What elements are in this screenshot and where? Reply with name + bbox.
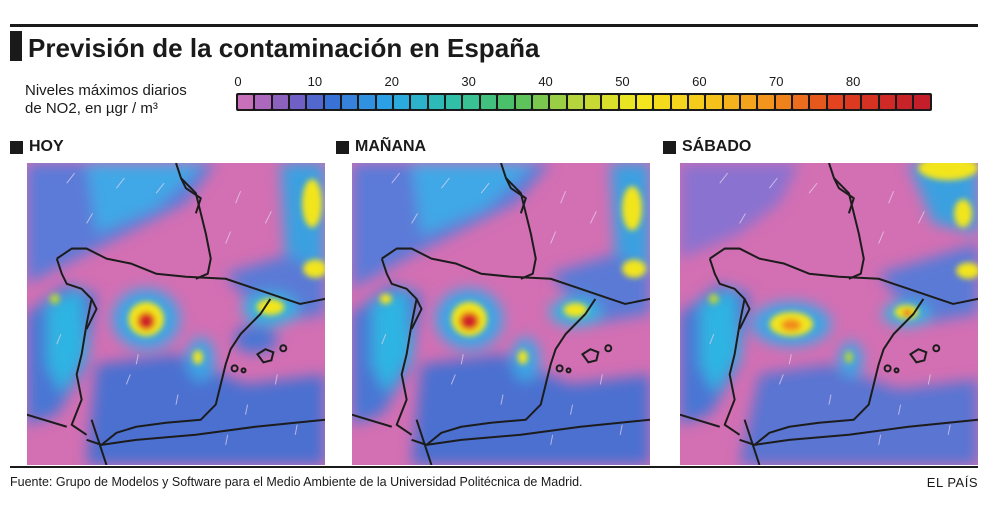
balearic-islands xyxy=(555,344,613,374)
map-sabado-svg xyxy=(680,163,978,465)
legend-caption-line2: de NO2, en µgr / m³ xyxy=(25,100,158,117)
bottom-rule xyxy=(10,466,978,468)
map-hoy-svg xyxy=(27,163,325,465)
legend-color-cell xyxy=(862,95,878,109)
legend-tick-label: 20 xyxy=(384,74,399,89)
legend-color-cell xyxy=(550,95,566,109)
balearic-islands xyxy=(230,344,288,374)
legend-color-cell xyxy=(758,95,774,109)
legend-color-cell xyxy=(706,95,722,109)
legend-color-cell xyxy=(740,95,757,109)
legend-color-cell xyxy=(376,95,393,109)
legend-color-cell xyxy=(567,95,583,109)
source-credit: Fuente: Grupo de Modelos y Software para… xyxy=(10,475,583,489)
legend-color-cell xyxy=(515,95,531,109)
legend-color-cell xyxy=(619,95,635,109)
legend-color-cell xyxy=(654,95,670,109)
country-borders xyxy=(352,163,650,465)
panel-label-manana: MAÑANA xyxy=(355,138,427,155)
map-manana-svg xyxy=(352,163,650,465)
legend-tick-label: 50 xyxy=(615,74,630,89)
balearic-islands xyxy=(883,344,941,374)
panel-header-manana: MAÑANA xyxy=(336,138,426,156)
legend-color-cell xyxy=(290,95,306,109)
panel-marker xyxy=(336,140,349,154)
legend-color-cell xyxy=(307,95,323,109)
legend-color-cell xyxy=(827,95,844,109)
legend-color-cell xyxy=(879,95,896,109)
panel-label-hoy: HOY xyxy=(29,138,64,155)
legend-color-cell xyxy=(238,95,254,109)
legend-color-cell xyxy=(810,95,826,109)
legend-color-cell xyxy=(428,95,445,109)
legend-color-cell xyxy=(775,95,791,109)
legend-tick-label: 40 xyxy=(538,74,553,89)
legend-color-scale xyxy=(236,93,932,111)
panel-marker xyxy=(663,140,676,154)
legend-color-cell xyxy=(584,95,601,109)
legend-color-cell xyxy=(845,95,861,109)
page-title: Previsión de la contaminación en España xyxy=(28,33,540,63)
legend-tick-label: 70 xyxy=(768,74,784,89)
panel-label-sabado: SÁBADO xyxy=(682,138,752,155)
legend-color-cell xyxy=(532,95,549,109)
legend-tick-label: 0 xyxy=(234,74,242,89)
legend-color-cell xyxy=(463,95,479,109)
hotspots xyxy=(379,186,647,365)
legend-color-cell xyxy=(446,95,462,109)
map-manana xyxy=(352,163,650,465)
legend-color-cell xyxy=(394,95,410,109)
legend-caption-line1: Niveles máximos diarios xyxy=(25,82,187,99)
legend-caption: Niveles máximos diarios de NO2, en µgr /… xyxy=(25,82,225,118)
top-rule xyxy=(10,24,978,27)
legend-tick-labels: 0 10 20 30 40 50 60 70 80 xyxy=(234,74,932,90)
legend-color-cell xyxy=(272,95,289,109)
legend-color-cell xyxy=(602,95,618,109)
panel-header-hoy: HOY xyxy=(10,138,64,156)
map-hoy xyxy=(27,163,325,465)
legend-color-cell xyxy=(255,95,271,109)
legend-color-cell xyxy=(914,95,930,109)
legend-color-cell xyxy=(480,95,497,109)
title-marker xyxy=(10,31,22,61)
legend-tick-label: 80 xyxy=(845,74,861,89)
hotspots xyxy=(708,163,978,364)
country-borders xyxy=(680,163,978,465)
legend-color-cell xyxy=(636,95,653,109)
brand-credit: EL PAÍS xyxy=(926,475,978,490)
legend-tick-label: 30 xyxy=(461,74,476,89)
wind-vectors xyxy=(709,172,951,445)
legend-color-cell xyxy=(671,95,687,109)
legend-tick-label: 10 xyxy=(307,74,323,89)
legend-tick-label: 60 xyxy=(692,74,707,89)
legend-color-cell xyxy=(897,95,913,109)
map-sabado xyxy=(680,163,978,465)
legend-color-cell xyxy=(688,95,705,109)
legend-color-cell xyxy=(498,95,514,109)
legend-color-cell xyxy=(342,95,358,109)
pollution-field xyxy=(352,163,650,465)
wind-vectors xyxy=(56,172,298,445)
legend-color-cell xyxy=(359,95,375,109)
legend-color-cell xyxy=(411,95,427,109)
legend-color-cell xyxy=(324,95,341,109)
country-borders xyxy=(27,163,325,465)
wind-vectors xyxy=(381,172,623,445)
legend-color-cell xyxy=(793,95,809,109)
legend-color-cell xyxy=(723,95,739,109)
panel-header-sabado: SÁBADO xyxy=(663,138,751,156)
panel-marker xyxy=(10,140,23,154)
